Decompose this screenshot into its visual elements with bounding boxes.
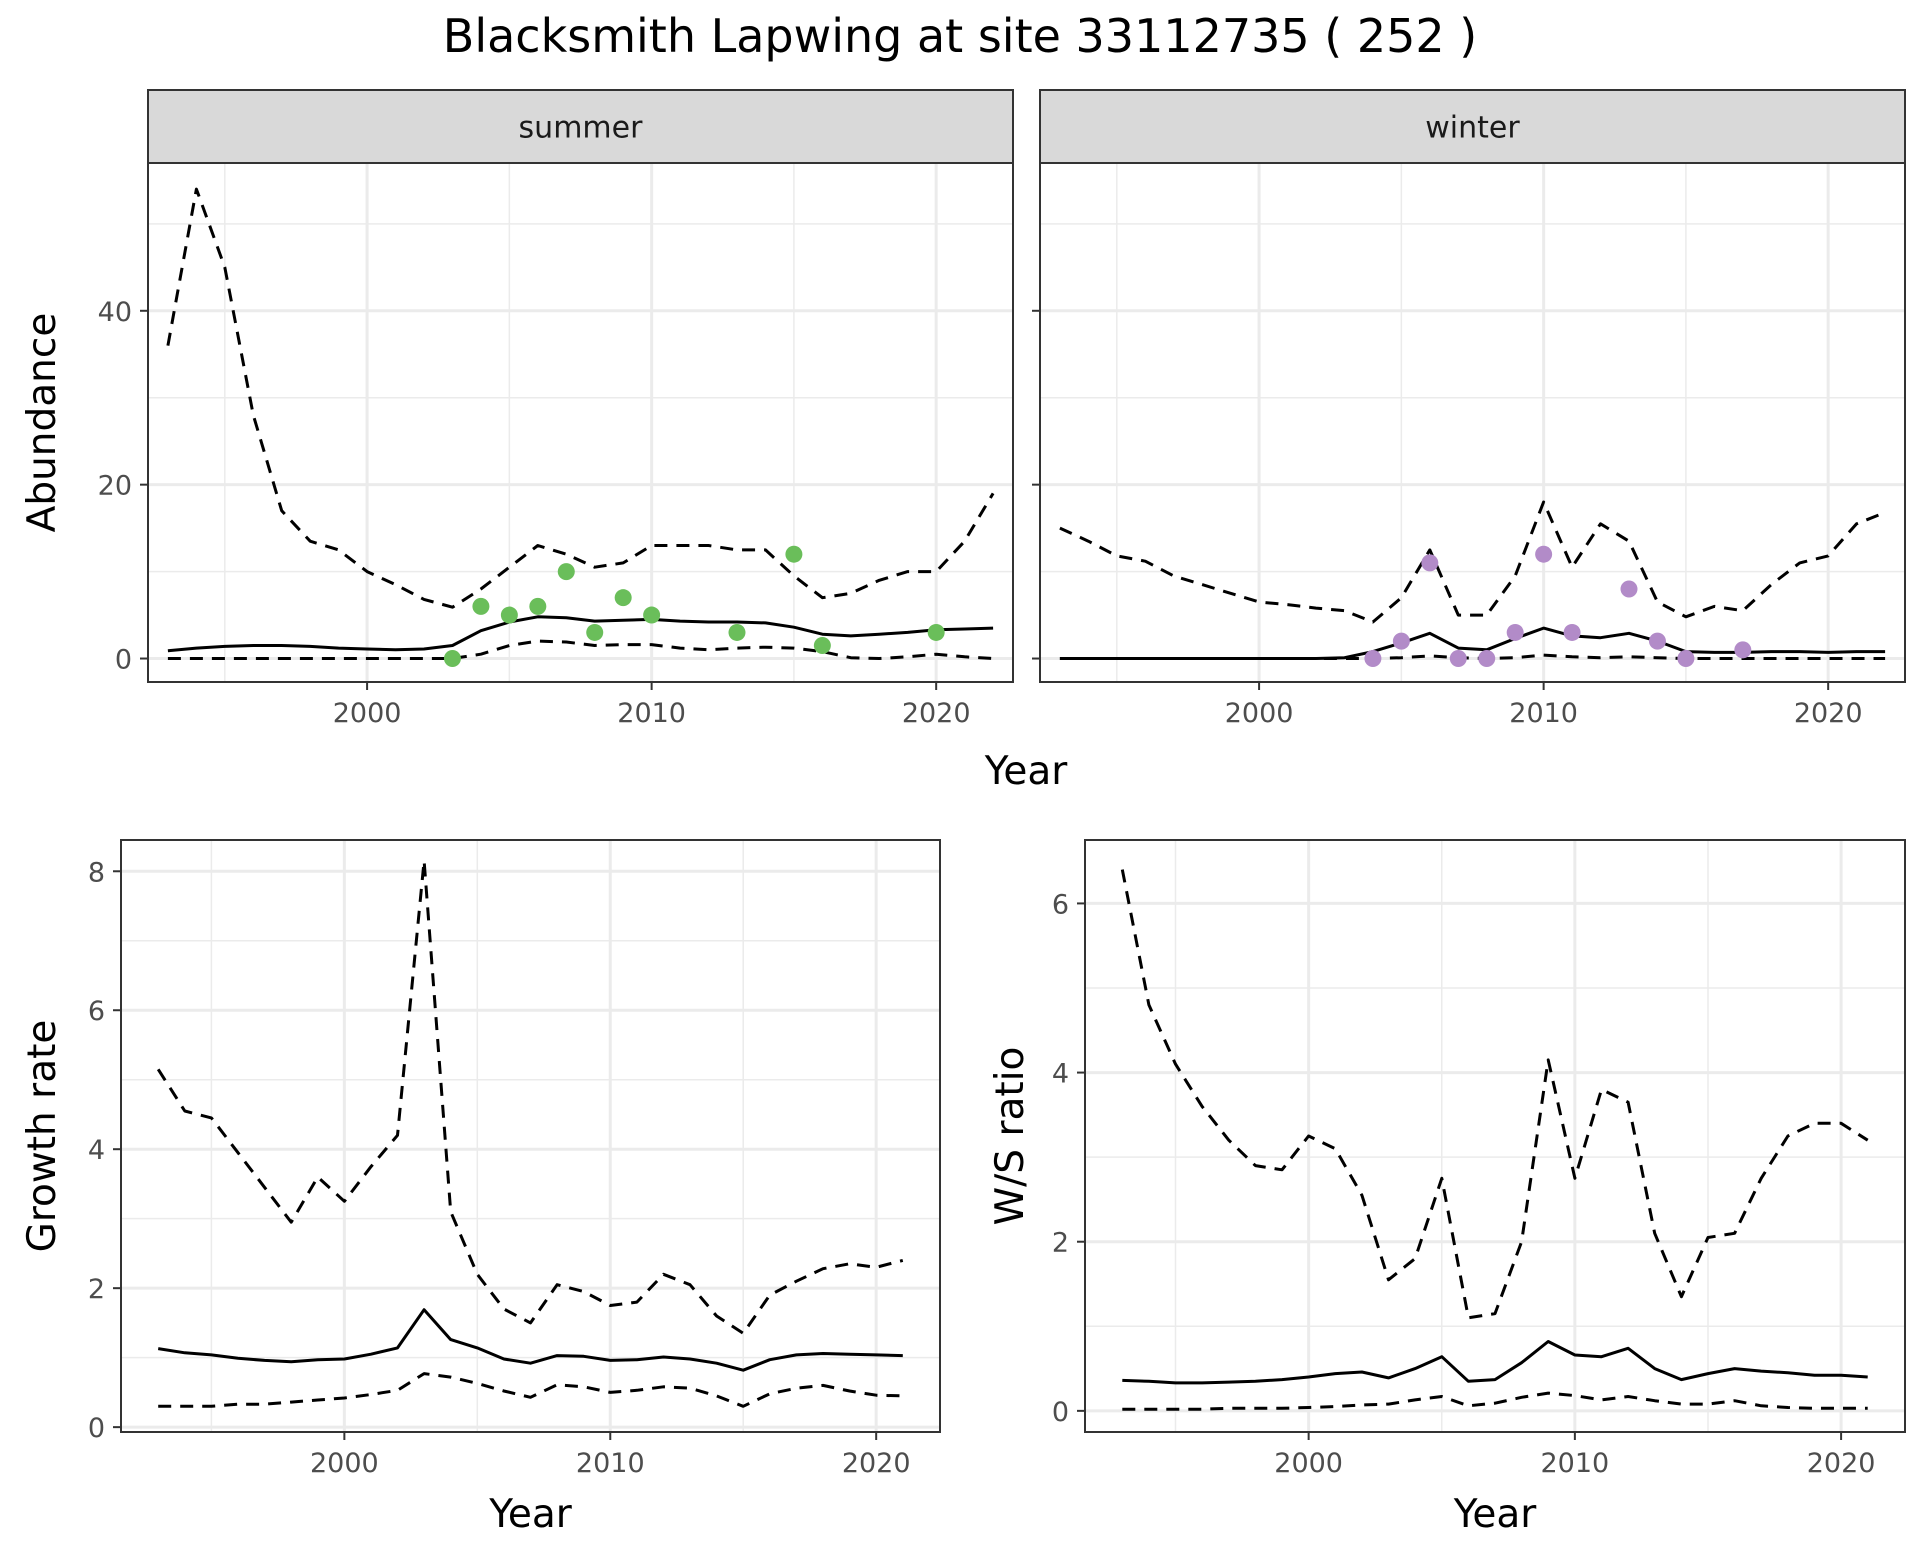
data-point — [1648, 632, 1666, 650]
y-tick-label: 4 — [88, 1135, 105, 1166]
x-tick-label: 2010 — [1541, 1448, 1610, 1479]
data-point — [1563, 623, 1581, 641]
panel-border — [1039, 162, 1906, 683]
x-tick-label: 2020 — [902, 698, 971, 729]
data-point — [1677, 650, 1695, 668]
x-tick-label: 2010 — [617, 698, 686, 729]
facet-strip — [1039, 89, 1906, 164]
data-point — [1506, 623, 1524, 641]
data-point — [614, 589, 632, 607]
data-point — [643, 606, 661, 624]
facet-strip — [147, 89, 1014, 164]
x-axis-title: Year — [984, 749, 1069, 794]
data-point — [443, 650, 461, 668]
data-point — [1364, 650, 1382, 668]
page-title: Blacksmith Lapwing at site 33112735 ( 25… — [442, 9, 1478, 63]
facet-label-summer: summer — [519, 111, 644, 146]
data-point — [813, 636, 831, 654]
y-tick-label: 0 — [88, 1413, 105, 1444]
y-tick-label: 0 — [1052, 1397, 1069, 1428]
x-tick-label: 2000 — [310, 1448, 379, 1479]
y-axis-title: Growth rate — [20, 1020, 65, 1253]
series-line-lower — [158, 1372, 903, 1408]
data-point — [472, 597, 490, 615]
series-line-upper — [1059, 500, 1886, 624]
series-line-lower — [1122, 1391, 1868, 1411]
x-axis-title: Year — [488, 1492, 573, 1537]
y-tick-label: 2 — [1052, 1228, 1069, 1259]
data-point — [927, 623, 945, 641]
series-line-mean — [157, 1308, 903, 1372]
data-point — [500, 606, 518, 624]
data-point — [1421, 554, 1439, 572]
x-tick-label: 2010 — [1509, 698, 1578, 729]
data-point — [1734, 641, 1752, 659]
x-tick-label: 2000 — [1225, 698, 1294, 729]
data-point — [1535, 545, 1553, 563]
x-tick-label: 2020 — [1807, 1448, 1876, 1479]
panel-border — [147, 162, 1014, 683]
panel-border — [1084, 839, 1906, 1433]
y-tick-label: 0 — [115, 645, 132, 676]
data-point — [785, 545, 803, 563]
x-tick-label: 2000 — [333, 698, 402, 729]
x-tick-label: 2020 — [842, 1448, 911, 1479]
data-point — [529, 597, 547, 615]
data-point — [1478, 650, 1496, 668]
x-tick-label: 2010 — [576, 1448, 645, 1479]
data-point — [1620, 580, 1638, 598]
y-tick-label: 20 — [98, 471, 132, 502]
x-axis-title: Year — [1453, 1492, 1538, 1537]
y-tick-label: 6 — [1052, 889, 1069, 920]
data-point — [586, 623, 604, 641]
data-point — [728, 623, 746, 641]
panel-border — [120, 839, 941, 1433]
y-axis-title: W/S ratio — [988, 1047, 1033, 1226]
series-line-upper — [156, 859, 904, 1335]
y-tick-label: 2 — [88, 1274, 105, 1305]
series-line-mean — [1122, 1340, 1868, 1385]
y-axis-title: Abundance — [20, 313, 65, 533]
series-line-lower — [1059, 653, 1886, 660]
series-line-lower — [167, 639, 994, 660]
x-tick-label: 2020 — [1794, 698, 1863, 729]
data-point — [1449, 650, 1467, 668]
series-line-mean — [167, 615, 994, 653]
y-tick-label: 4 — [1052, 1059, 1069, 1090]
data-point — [1392, 632, 1410, 650]
series-line-upper — [1120, 869, 1869, 1320]
data-point — [557, 563, 575, 581]
y-tick-label: 40 — [98, 297, 132, 328]
series-line-upper — [166, 187, 995, 609]
facet-label-winter: winter — [1425, 111, 1520, 146]
x-tick-label: 2000 — [1274, 1448, 1343, 1479]
y-tick-label: 6 — [88, 996, 105, 1027]
y-tick-label: 8 — [88, 857, 105, 888]
